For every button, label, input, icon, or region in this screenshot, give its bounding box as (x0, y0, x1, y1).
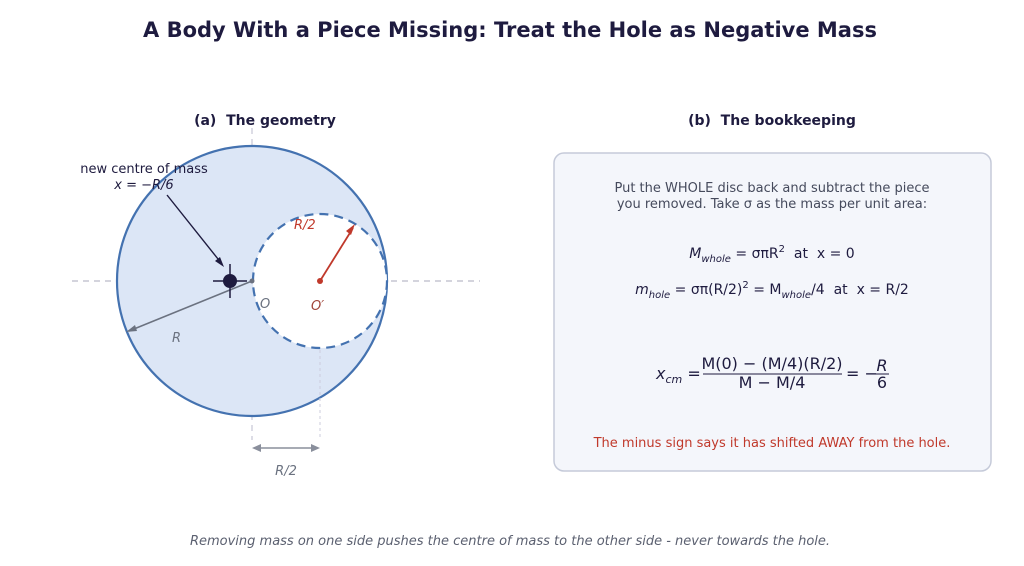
label: R/2 (275, 464, 297, 479)
cm-dot (223, 274, 237, 288)
equation: Mwhole = σπR2 at x = 0 (689, 244, 854, 265)
eq-part: 2 (779, 244, 785, 255)
intro: you removed. Take σ as the mass per unit… (617, 197, 927, 212)
eq-part: whole (701, 254, 731, 265)
equation: mhole = σπ(R/2)2 = Mwhole/4 at x = R/2 (635, 280, 909, 301)
eq-part: /4 at x = R/2 (811, 282, 909, 298)
radius-arrow (128, 280, 253, 332)
annotation: new centre of mass (80, 162, 208, 177)
annotation-arrow (166, 194, 223, 265)
label: O′ (311, 299, 324, 314)
eq-part: hole (649, 290, 670, 301)
label: O (260, 297, 270, 312)
eq-part: at x = 0 (785, 246, 855, 262)
numerator: M(0) − (M/4)(R/2) (701, 354, 842, 373)
hole-centre-dot (317, 278, 323, 284)
eq-part: = M (749, 282, 782, 298)
annotation: x = −R/6 (113, 178, 173, 193)
note: The minus sign says it has shifted AWAY … (593, 436, 951, 451)
info-box (553, 152, 992, 472)
denominator: M − M/4 (739, 373, 806, 392)
eq-part: x (655, 364, 666, 383)
title: A Body With a Piece Missing: Treat the H… (143, 18, 877, 42)
arrow-head (311, 444, 320, 452)
eq-part: m (635, 282, 649, 298)
eq-part: = σπ(R/2) (670, 282, 742, 298)
panel-a-title: (a) The geometry (194, 113, 336, 129)
caption: Removing mass on one side pushes the cen… (190, 534, 830, 549)
eq-part: = σπR (731, 246, 779, 262)
label: R/2 (294, 218, 316, 233)
arrow-head (126, 325, 137, 332)
eq-part: whole (782, 290, 812, 301)
arrow-head (215, 257, 224, 267)
denominator: 6 (877, 373, 887, 392)
eq-part: M (689, 246, 701, 262)
arrow-head (346, 224, 355, 235)
panel-b-title: (b) The bookkeeping (688, 113, 856, 129)
intro: Put the WHOLE disc back and subtract the… (614, 181, 929, 196)
label: R (172, 331, 181, 346)
equation: xcm = (655, 364, 701, 386)
eq-part: 2 (742, 280, 748, 291)
centre-dot (249, 278, 255, 284)
equation: = − (846, 364, 878, 383)
eq-part: cm (665, 373, 682, 386)
arrow-head (252, 444, 261, 452)
hole-radius-arrow (319, 227, 354, 282)
numerator: R (876, 356, 887, 375)
eq-part: = (682, 364, 701, 383)
